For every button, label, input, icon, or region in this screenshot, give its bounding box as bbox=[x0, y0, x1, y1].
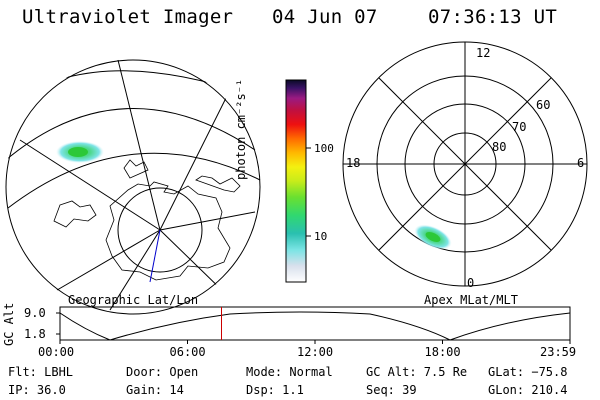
status-glon: GLon: 210.4 bbox=[488, 383, 568, 397]
altitude-xtick-label: 18:00 bbox=[424, 345, 461, 359]
mlat-label-80: 80 bbox=[492, 140, 507, 154]
altitude-xtick-label: 12:00 bbox=[297, 345, 334, 359]
instrument-title: Ultraviolet Imager bbox=[22, 6, 234, 28]
colorbar-tick-10: 10 bbox=[314, 230, 328, 243]
altitude-xtick-label: 06:00 bbox=[169, 345, 206, 359]
status-gain: Gain: 14 bbox=[126, 383, 184, 397]
status-filter: Flt: LBHL bbox=[8, 365, 74, 379]
status-gc-alt: GC Alt: 7.5 Re bbox=[366, 365, 468, 379]
polar-plot-caption: Apex MLat/MLT bbox=[424, 293, 518, 307]
time-label: 07:36:13 UT bbox=[428, 6, 558, 28]
altitude-xtick-label: 23:59 bbox=[540, 345, 577, 359]
status-mode: Mode: Normal bbox=[246, 365, 333, 379]
status-glat: GLat: −75.8 bbox=[488, 365, 568, 379]
status-seq: Seq: 39 bbox=[366, 383, 417, 397]
colorbar bbox=[285, 79, 307, 283]
polar-mlt-plot bbox=[342, 41, 588, 287]
status-ip: IP: 36.0 bbox=[8, 383, 66, 397]
status-dsp: Dsp: 1.1 bbox=[246, 383, 304, 397]
altitude-xtick-label: 00:00 bbox=[38, 345, 75, 359]
altitude-strip-chart bbox=[56, 306, 571, 344]
status-door: Door: Open bbox=[126, 365, 199, 379]
geo-map-caption: Geographic Lat/Lon bbox=[68, 293, 199, 307]
mlt-label-12: 12 bbox=[476, 46, 491, 60]
date-label: 04 Jun 07 bbox=[272, 6, 378, 28]
mlt-label-18: 18 bbox=[346, 156, 361, 170]
mlat-label-70: 70 bbox=[512, 120, 527, 134]
mlat-label-60: 60 bbox=[536, 98, 551, 112]
altitude-tick-bottom: 1.8 bbox=[24, 327, 46, 341]
mlt-label-6: 6 bbox=[577, 156, 585, 170]
altitude-tick-top: 9.0 bbox=[24, 306, 46, 320]
altitude-axis-label: GC Alt bbox=[2, 302, 16, 346]
geographic-map bbox=[5, 59, 261, 315]
mlt-label-0: 0 bbox=[467, 276, 475, 290]
colorbar-unit-label: photon cm⁻²s⁻¹ bbox=[234, 78, 248, 180]
colorbar-tick-100: 100 bbox=[314, 142, 334, 155]
